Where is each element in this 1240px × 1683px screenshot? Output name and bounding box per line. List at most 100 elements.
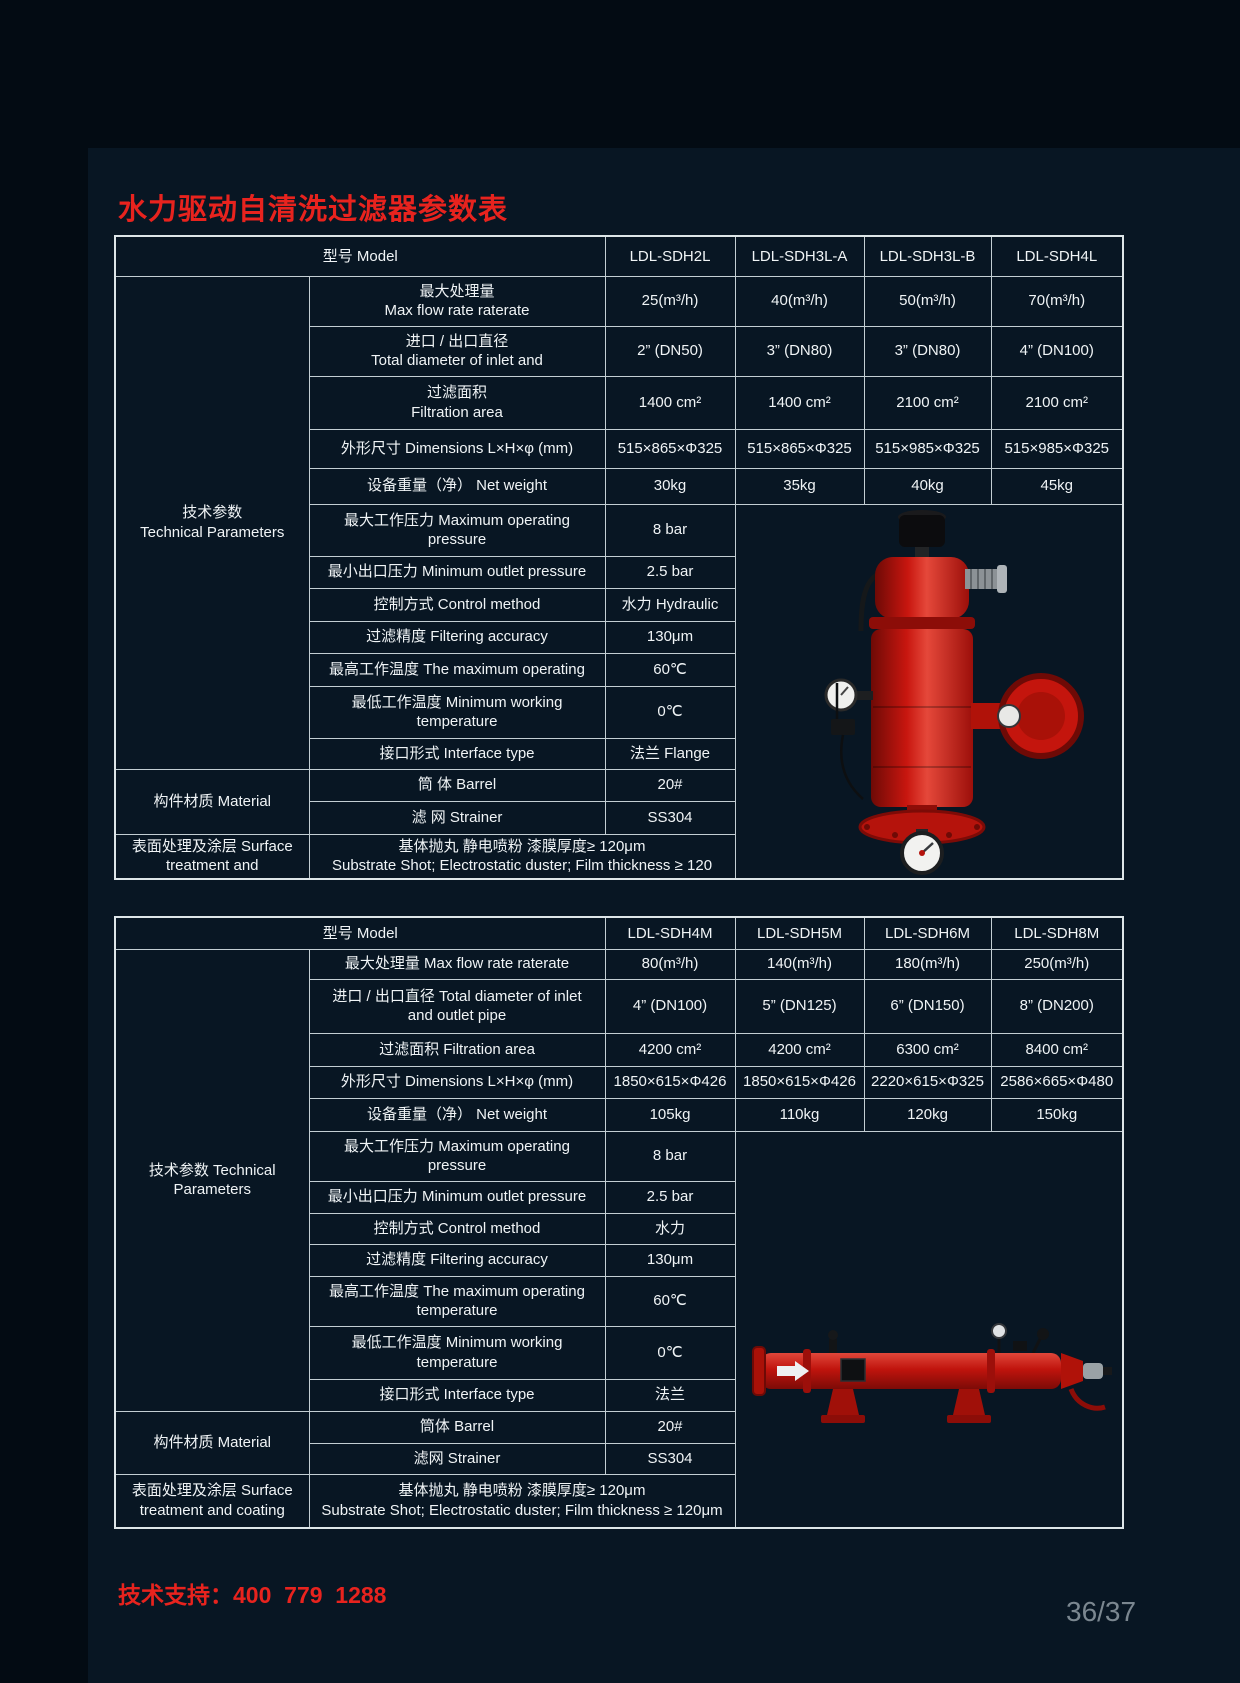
param-value: 80(m³/h) (604, 948, 736, 980)
spec-table-l-series: 型号 Model LDL-SDH2L LDL-SDH3L-A LDL-SDH3L… (114, 235, 1124, 880)
param-value: 30kg (604, 467, 736, 505)
param-label: 最大处理量 Max flow rate raterate (308, 275, 606, 327)
table-row: 设备重量（净） Net weight 105kg 110kg 120kg 150… (115, 1097, 1124, 1132)
param-value: 5” (DN125) (734, 978, 865, 1034)
table-row: 滤网 Strainer SS304 (115, 1442, 1123, 1475)
param-value: 70(m³/h) (990, 275, 1124, 327)
vertical-filter-illustration (824, 510, 1084, 875)
param-label: 最低工作温度 Minimum working temperature (308, 1325, 606, 1380)
param-label: 进口 / 出口直径 Total diameter of inlet and ou… (308, 978, 606, 1034)
param-value: 60℃ (604, 652, 736, 687)
param-value: 6300 cm² (863, 1032, 992, 1067)
param-value: 130μm (604, 1243, 736, 1277)
param-label: 最大工作压力 Maximum operating pressure (308, 503, 606, 557)
page-left-margin (0, 0, 88, 1683)
table-row: 表面处理及涂层 Surface treatment and coating 基体… (114, 1473, 1123, 1529)
group-label-material: 构件材质 Material (114, 768, 310, 835)
page-title: 水力驱动自清洗过滤器参数表 (118, 194, 509, 226)
param-label: 过滤精度 Filtering accuracy (308, 1243, 606, 1277)
table-row: 最小出口压力 Minimum outlet pressure 2.5 bar (115, 1180, 1123, 1214)
param-label: 最大工作压力 Maximum operating pressure (308, 1130, 606, 1182)
param-value: 2100 cm² (990, 375, 1124, 430)
param-value: 150kg (990, 1097, 1124, 1132)
table-row: 进口 / 出口直径 Total diameter of inlet and ou… (115, 978, 1124, 1034)
table-row: 最高工作温度 The maximum operating 60℃ (115, 652, 1123, 687)
param-label: 滤网 Strainer (308, 1442, 606, 1475)
param-value: 105kg (604, 1097, 736, 1132)
table-row: 构件材质 Material 筒 体 Barrel 20# (114, 768, 1123, 835)
param-label: 控制方式 Control method (308, 1212, 606, 1245)
param-label: 最高工作温度 The maximum operating (308, 652, 606, 687)
table-row: 外形尺寸 Dimensions L×H×φ (mm) 1850×615×Φ426… (115, 1065, 1124, 1099)
table-row: 接口形式 Interface type 法兰 (115, 1378, 1123, 1412)
table-row: 技术参数 Technical Parameters 最大处理量 Max flow… (114, 948, 1124, 1412)
table-row: 进口 / 出口直径 Total diameter of inlet and 2”… (115, 325, 1124, 377)
param-value: 3” (DN80) (863, 325, 992, 377)
param-label: 筒体 Barrel (308, 1410, 606, 1444)
param-value: 3” (DN80) (734, 325, 865, 377)
horizontal-filter-photo (741, 1299, 1117, 1442)
param-label: 最高工作温度 The maximum operating temperature (308, 1275, 606, 1327)
param-value: 140(m³/h) (734, 948, 865, 980)
param-value: 2.5 bar (604, 1180, 736, 1214)
param-label: 过滤精度 Filtering accuracy (308, 620, 606, 654)
model-cell: LDL-SDH2L (604, 235, 736, 277)
param-value: 4” (DN100) (604, 978, 736, 1034)
spec-table-m-series: 型号 Model LDL-SDH4M LDL-SDH5M LDL-SDH6M L… (114, 916, 1124, 1529)
page-top-margin (0, 0, 1240, 148)
model-cell: LDL-SDH4L (990, 235, 1124, 277)
param-value: 50(m³/h) (863, 275, 992, 327)
model-header-cell: 型号 Model (114, 235, 606, 277)
vertical-filter-photo (736, 505, 1122, 878)
param-label: 最低工作温度 Minimum working temperature (308, 685, 606, 739)
table-row: 型号 Model LDL-SDH4M LDL-SDH5M LDL-SDH6M L… (114, 916, 1124, 950)
param-value: 基体抛丸 静电喷粉 漆膜厚度≥ 120μm Substrate Shot; El… (308, 833, 736, 879)
param-value: 20# (604, 768, 736, 802)
param-value: 25(m³/h) (604, 275, 736, 327)
table-row: 滤 网 Strainer SS304 (115, 800, 1123, 835)
param-label: 设备重量（净） Net weight (308, 1097, 606, 1132)
param-value: 2.5 bar (604, 555, 736, 589)
param-value: SS304 (604, 800, 736, 835)
horizontal-filter-illustration (751, 1322, 1112, 1423)
param-value: 法兰 Flange (604, 737, 736, 770)
param-label: 最大处理量 Max flow rate raterate (308, 948, 606, 980)
param-value: 515×865×Φ325 (734, 428, 865, 469)
table-row: 最小出口压力 Minimum outlet pressure 2.5 bar (115, 555, 1123, 589)
table-row: 外形尺寸 Dimensions L×H×φ (mm) 515×865×Φ325 … (115, 428, 1124, 469)
param-value: 35kg (734, 467, 865, 505)
param-label: 进口 / 出口直径 Total diameter of inlet and (308, 325, 606, 377)
table-row: 最低工作温度 Minimum working temperature 0℃ (115, 685, 1123, 739)
model-cell: LDL-SDH5M (734, 916, 865, 950)
model-cell: LDL-SDH4M (604, 916, 736, 950)
table-row: 型号 Model LDL-SDH2L LDL-SDH3L-A LDL-SDH3L… (114, 235, 1124, 277)
param-value: 2100 cm² (863, 375, 992, 430)
param-value: 20# (604, 1410, 736, 1444)
param-label: 最小出口压力 Minimum outlet pressure (308, 1180, 606, 1214)
table-row: 接口形式 Interface type 法兰 Flange (115, 737, 1123, 770)
param-value: 40(m³/h) (734, 275, 865, 327)
support-phone: 技术支持：400 779 1288 (118, 1582, 387, 1608)
group-label-surface-treatment: 表面处理及涂层 Surface treatment and (114, 833, 310, 879)
param-value: 0℃ (604, 1325, 736, 1380)
table-row: 过滤面积 Filtration area 4200 cm² 4200 cm² 6… (115, 1032, 1124, 1067)
param-value: 2220×615×Φ325 (863, 1065, 992, 1099)
param-value: 基体抛丸 静电喷粉 漆膜厚度≥ 120μm Substrate Shot; El… (308, 1473, 736, 1529)
group-label-material: 构件材质 Material (114, 1410, 310, 1475)
param-value: 40kg (863, 467, 992, 505)
group-label-surface-treatment: 表面处理及涂层 Surface treatment and coating (114, 1473, 310, 1529)
param-label: 控制方式 Control method (308, 587, 606, 622)
param-label: 滤 网 Strainer (308, 800, 606, 835)
product-photo-cell (734, 503, 1124, 879)
param-value: 180(m³/h) (863, 948, 992, 980)
table-row: 最低工作温度 Minimum working temperature 0℃ (115, 1325, 1123, 1380)
group-label-technical-parameters: 技术参数 Technical Parameters (114, 275, 310, 770)
param-value: 110kg (734, 1097, 865, 1132)
param-value: 1850×615×Φ426 (604, 1065, 736, 1099)
param-value: 2” (DN50) (604, 325, 736, 377)
model-cell: LDL-SDH8M (990, 916, 1124, 950)
param-value: 8400 cm² (990, 1032, 1124, 1067)
page-number: 36/37 (1066, 1596, 1137, 1627)
param-label: 筒 体 Barrel (308, 768, 606, 802)
table-row: 设备重量（净） Net weight 30kg 35kg 40kg 45kg (115, 467, 1124, 505)
